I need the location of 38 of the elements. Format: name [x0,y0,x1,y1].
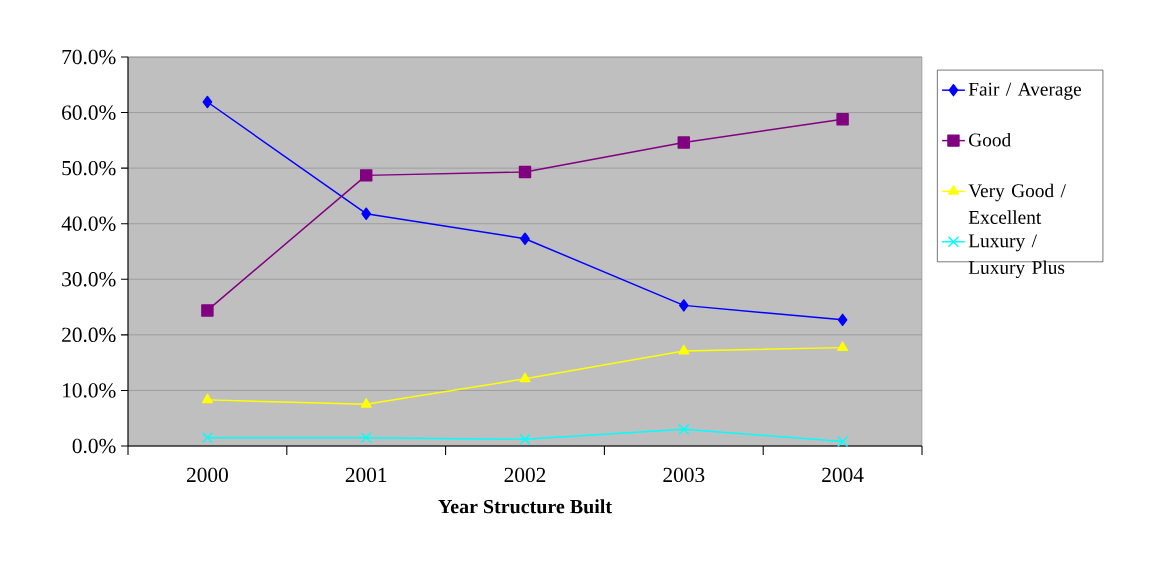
point [837,341,849,352]
y-tick-label: 30.0% [62,272,116,287]
legend-label: Good [969,132,1011,147]
y-tick-label: 50.0% [62,160,116,176]
x-tick-label: 2003 [663,467,705,483]
point [836,435,849,448]
point [360,431,372,444]
x-tick-label: 2000 [187,467,228,483]
point [201,393,213,404]
point [519,433,531,446]
point [837,313,848,327]
y-tick-label: 60.0% [62,105,116,120]
x-axis-title: Year Structure Built [438,499,612,514]
point [361,207,372,220]
x-tick-label: 2001 [345,467,387,483]
point [519,372,531,383]
point [520,232,530,245]
x-tick-label: 2002 [504,467,546,483]
point [360,398,372,408]
point [678,299,689,312]
point [678,423,690,435]
x-tick-label: 2004 [822,467,864,483]
legend-label: Luxury / Luxury Plus [968,234,1065,278]
y-tick-label: 20.0% [62,327,116,343]
point [678,344,690,355]
point [201,431,214,444]
point [201,304,214,317]
y-tick-label: 40.0% [61,216,116,231]
point [836,113,849,126]
point [202,95,213,109]
y-tick-label: 10.0% [63,383,116,398]
legend-label: Very Good / Excellent [968,183,1066,224]
point [359,169,373,182]
point [677,136,691,149]
legend-label: Fair / Average [968,82,1082,100]
y-tick-label: 70.0% [62,49,116,65]
point [518,165,532,179]
y-tick-label: 0.0% [72,438,116,454]
